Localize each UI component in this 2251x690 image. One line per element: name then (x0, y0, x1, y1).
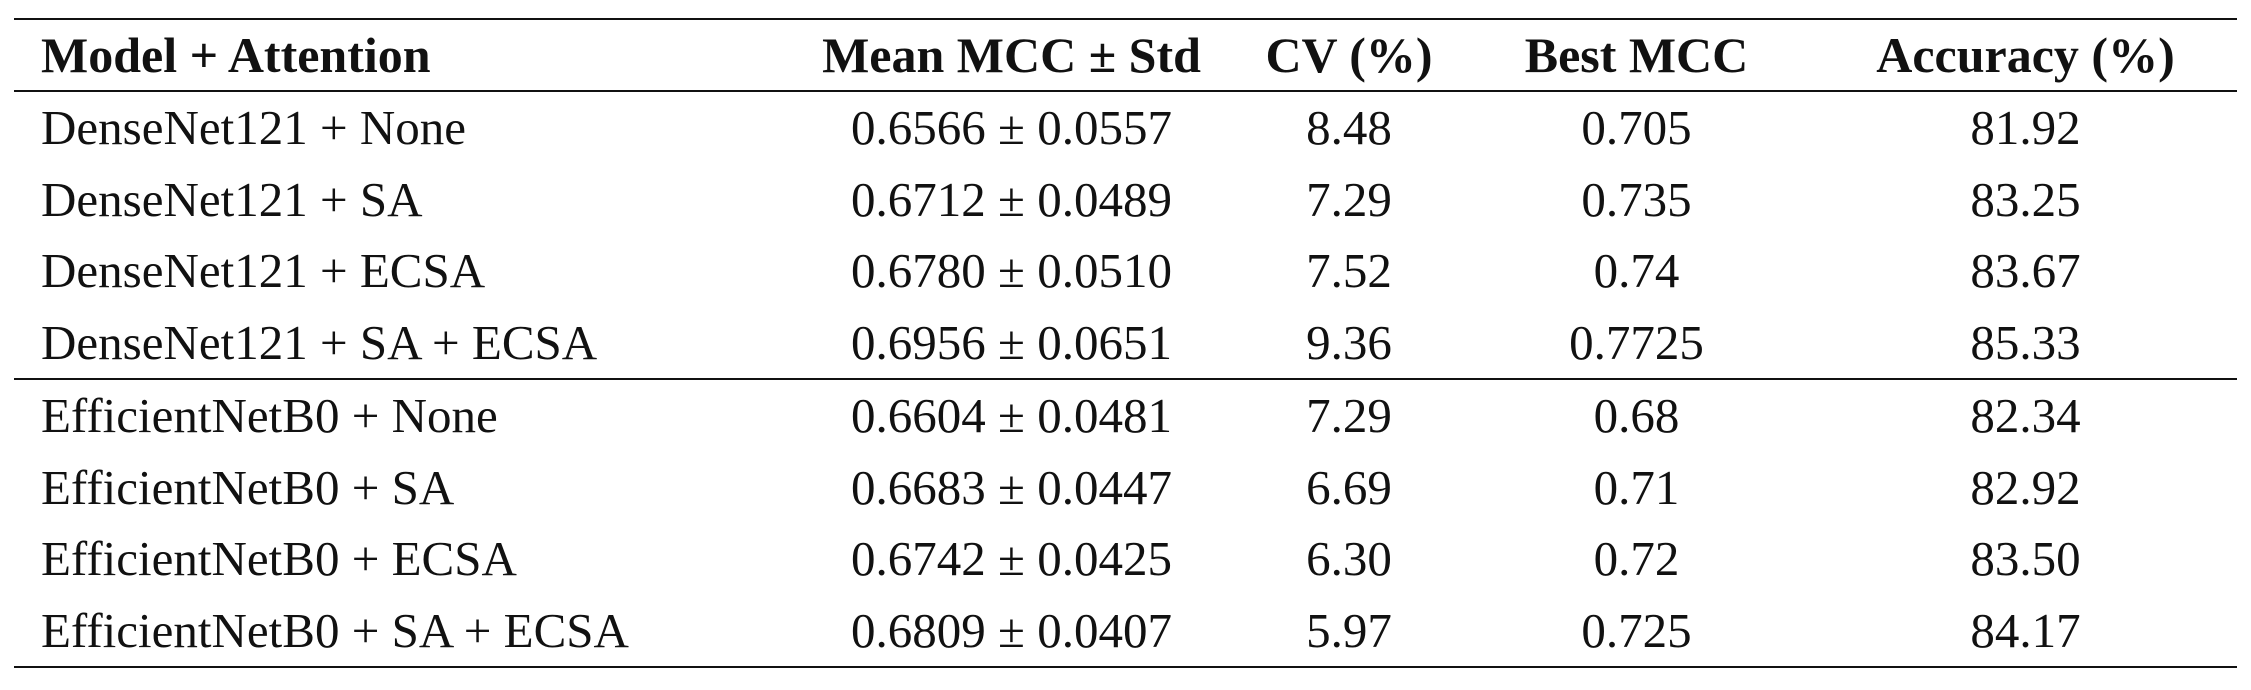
cell-mean-mcc: 0.6742 ± 0.0425 (851, 531, 1172, 587)
header-row: Model + Attention Mean MCC ± Std CV (%) … (14, 19, 2237, 91)
cell-model: DenseNet121 + ECSA (41, 243, 486, 299)
column-header-accuracy: Accuracy (%) (1876, 27, 2175, 83)
table-row: EfficientNetB0 + None 0.6604 ± 0.0481 7.… (14, 379, 2237, 452)
cell-accuracy: 82.92 (1970, 459, 2081, 515)
cell-mean-mcc: 0.6712 ± 0.0489 (851, 171, 1172, 227)
table-header: Model + Attention Mean MCC ± Std CV (%) … (14, 19, 2237, 91)
table-row: EfficientNetB0 + ECSA 0.6742 ± 0.0425 6.… (14, 523, 2237, 595)
cell-best-mcc: 0.72 (1593, 531, 1680, 587)
cell-cv: 7.52 (1306, 243, 1392, 299)
results-table-container: Model + Attention Mean MCC ± Std CV (%) … (14, 18, 2237, 668)
cell-model: EfficientNetB0 + SA (41, 459, 455, 515)
cell-accuracy: 83.67 (1970, 243, 2081, 299)
cell-accuracy: 82.34 (1970, 388, 2081, 444)
cell-cv: 5.97 (1306, 602, 1392, 658)
cell-cv: 7.29 (1306, 171, 1392, 227)
cell-best-mcc: 0.74 (1593, 243, 1680, 299)
cell-accuracy: 84.17 (1970, 602, 2081, 658)
cell-best-mcc: 0.735 (1581, 171, 1692, 227)
cell-best-mcc: 0.7725 (1569, 314, 1704, 370)
cell-best-mcc: 0.725 (1581, 602, 1692, 658)
cell-cv: 8.48 (1306, 100, 1392, 156)
cell-mean-mcc: 0.6566 ± 0.0557 (851, 100, 1172, 156)
cell-cv: 9.36 (1306, 314, 1392, 370)
table-row: DenseNet121 + SA + ECSA 0.6956 ± 0.0651 … (14, 307, 2237, 380)
cell-model: DenseNet121 + None (41, 100, 466, 156)
cell-best-mcc: 0.71 (1593, 459, 1680, 515)
column-header-best-mcc: Best MCC (1524, 27, 1749, 83)
table-body: DenseNet121 + None 0.6566 ± 0.0557 8.48 … (14, 91, 2237, 667)
cell-model: EfficientNetB0 + None (41, 388, 498, 444)
cell-best-mcc: 0.68 (1593, 388, 1680, 444)
cell-accuracy: 83.50 (1970, 531, 2081, 587)
cell-model: EfficientNetB0 + SA + ECSA (41, 602, 629, 658)
column-header-mean-mcc: Mean MCC ± Std (822, 27, 1201, 83)
cell-model: DenseNet121 + SA (41, 171, 423, 227)
cell-cv: 7.29 (1306, 388, 1392, 444)
cell-best-mcc: 0.705 (1581, 100, 1692, 156)
table-row: DenseNet121 + ECSA 0.6780 ± 0.0510 7.52 … (14, 235, 2237, 307)
cell-mean-mcc: 0.6780 ± 0.0510 (851, 243, 1172, 299)
cell-accuracy: 83.25 (1970, 171, 2081, 227)
cell-accuracy: 81.92 (1970, 100, 2081, 156)
cell-model: DenseNet121 + SA + ECSA (41, 314, 598, 370)
cell-mean-mcc: 0.6809 ± 0.0407 (851, 602, 1172, 658)
table-row: DenseNet121 + None 0.6566 ± 0.0557 8.48 … (14, 91, 2237, 164)
results-table: Model + Attention Mean MCC ± Std CV (%) … (14, 18, 2237, 668)
cell-mean-mcc: 0.6604 ± 0.0481 (851, 388, 1172, 444)
cell-cv: 6.69 (1306, 459, 1392, 515)
cell-accuracy: 85.33 (1970, 314, 2081, 370)
table-row: EfficientNetB0 + SA + ECSA 0.6809 ± 0.04… (14, 595, 2237, 667)
table-row: EfficientNetB0 + SA 0.6683 ± 0.0447 6.69… (14, 452, 2237, 524)
cell-mean-mcc: 0.6956 ± 0.0651 (851, 314, 1172, 370)
column-header-model-attention: Model + Attention (41, 27, 431, 83)
column-header-cv: CV (%) (1265, 27, 1433, 83)
cell-mean-mcc: 0.6683 ± 0.0447 (851, 459, 1172, 515)
cell-model: EfficientNetB0 + ECSA (41, 531, 517, 587)
table-row: DenseNet121 + SA 0.6712 ± 0.0489 7.29 0.… (14, 164, 2237, 236)
cell-cv: 6.30 (1306, 531, 1392, 587)
